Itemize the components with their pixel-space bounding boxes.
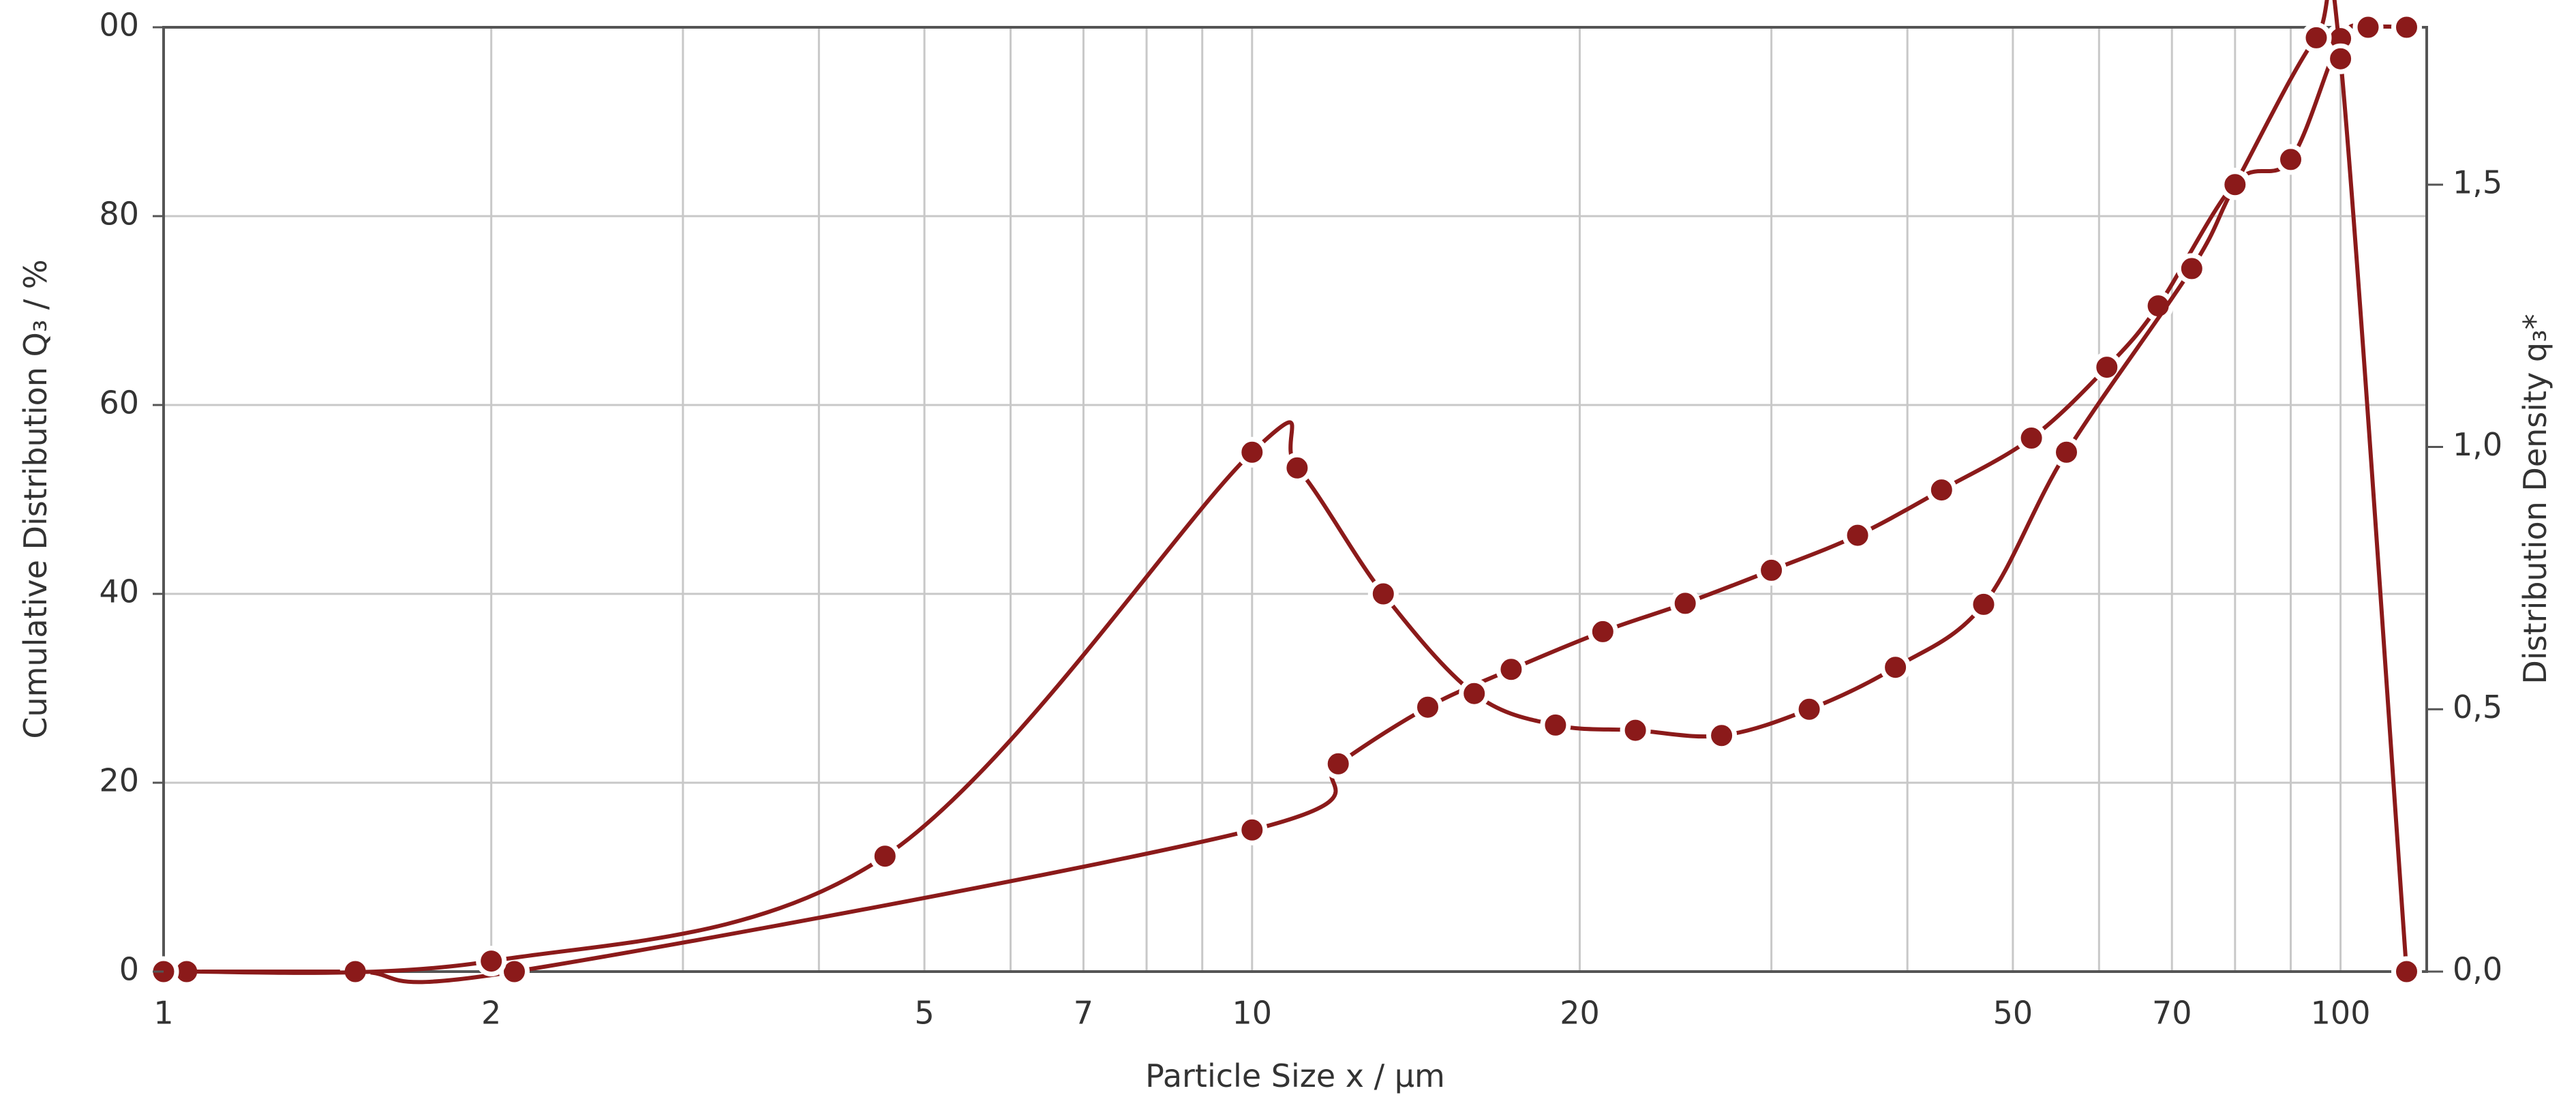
density-point	[1540, 709, 1571, 740]
tick-label: 60	[99, 385, 139, 421]
cumulative-line	[184, 23, 2409, 985]
density-point	[1706, 720, 1738, 751]
tick-label: 1,0	[2453, 426, 2502, 463]
cumulative-point	[1412, 691, 1443, 723]
plot-frame	[162, 26, 2428, 973]
density-point	[2176, 253, 2207, 284]
density-point	[1282, 452, 1313, 483]
x-axis-title: Particle Size x / µm	[1145, 1058, 1445, 1094]
density-point	[1459, 678, 1490, 709]
tick-label: 80	[99, 196, 139, 232]
tick-label: 50	[1993, 995, 2033, 1032]
density-point	[2051, 436, 2082, 468]
density-point	[2325, 43, 2357, 74]
density-point	[1793, 693, 1825, 725]
density-series	[148, 0, 2422, 987]
density-point	[1237, 436, 1268, 468]
cumulative-point	[1756, 554, 1787, 586]
cumulative-point	[1842, 520, 1873, 551]
density-point	[2391, 956, 2422, 987]
density-point	[2219, 169, 2251, 200]
cumulative-point	[2016, 423, 2047, 453]
cumulative-point	[1926, 475, 1957, 506]
tick-layer: 1 2 5 7 10 20 50 70 100 0 20 40 60 80 00 0,0 0,5 1,0 1,5	[99, 7, 2502, 1032]
series-layer	[148, 0, 2422, 987]
cumulative-series	[171, 12, 2422, 987]
tick-label: 10	[1232, 995, 1273, 1032]
y-left-axis-title: Cumulative Distribution Q₃ / %	[17, 259, 54, 738]
density-point	[1367, 578, 1399, 610]
tick-label: 0	[119, 951, 139, 988]
cumulative-point	[2091, 352, 2123, 383]
cumulative-point	[1669, 588, 1701, 619]
tick-label: 5	[914, 995, 934, 1032]
cumulative-point	[1587, 616, 1618, 647]
tick-label: 100	[2311, 995, 2371, 1032]
density-point	[869, 841, 900, 872]
grid-layer	[162, 26, 2427, 973]
tick-label: 40	[99, 573, 139, 610]
y-right-axis-title: Distribution Density q₃*	[2517, 314, 2554, 684]
tick-label: 1,5	[2453, 164, 2502, 200]
cumulative-point	[2391, 12, 2422, 43]
tick-label: 1	[153, 995, 173, 1032]
density-point	[1880, 652, 1911, 683]
cumulative-point	[1496, 654, 1527, 685]
density-point	[476, 946, 507, 977]
density-line	[162, 0, 2409, 975]
density-point	[1968, 588, 1999, 620]
cumulative-point	[1237, 814, 1268, 845]
tick-label: 20	[1560, 995, 1600, 1032]
tick-label: 0,5	[2453, 689, 2502, 725]
tick-label: 0,0	[2453, 951, 2502, 988]
tick-label: 20	[99, 762, 139, 799]
tick-label: 00	[99, 7, 139, 44]
cumulative-point	[1322, 748, 1354, 779]
density-point	[1620, 715, 1651, 746]
tick-label: 2	[481, 995, 501, 1032]
cumulative-point	[2352, 12, 2384, 43]
cumulative-point	[2275, 144, 2306, 175]
tick-label: 7	[1074, 995, 1093, 1032]
density-point	[2301, 22, 2332, 53]
tick-label: 70	[2152, 995, 2192, 1032]
